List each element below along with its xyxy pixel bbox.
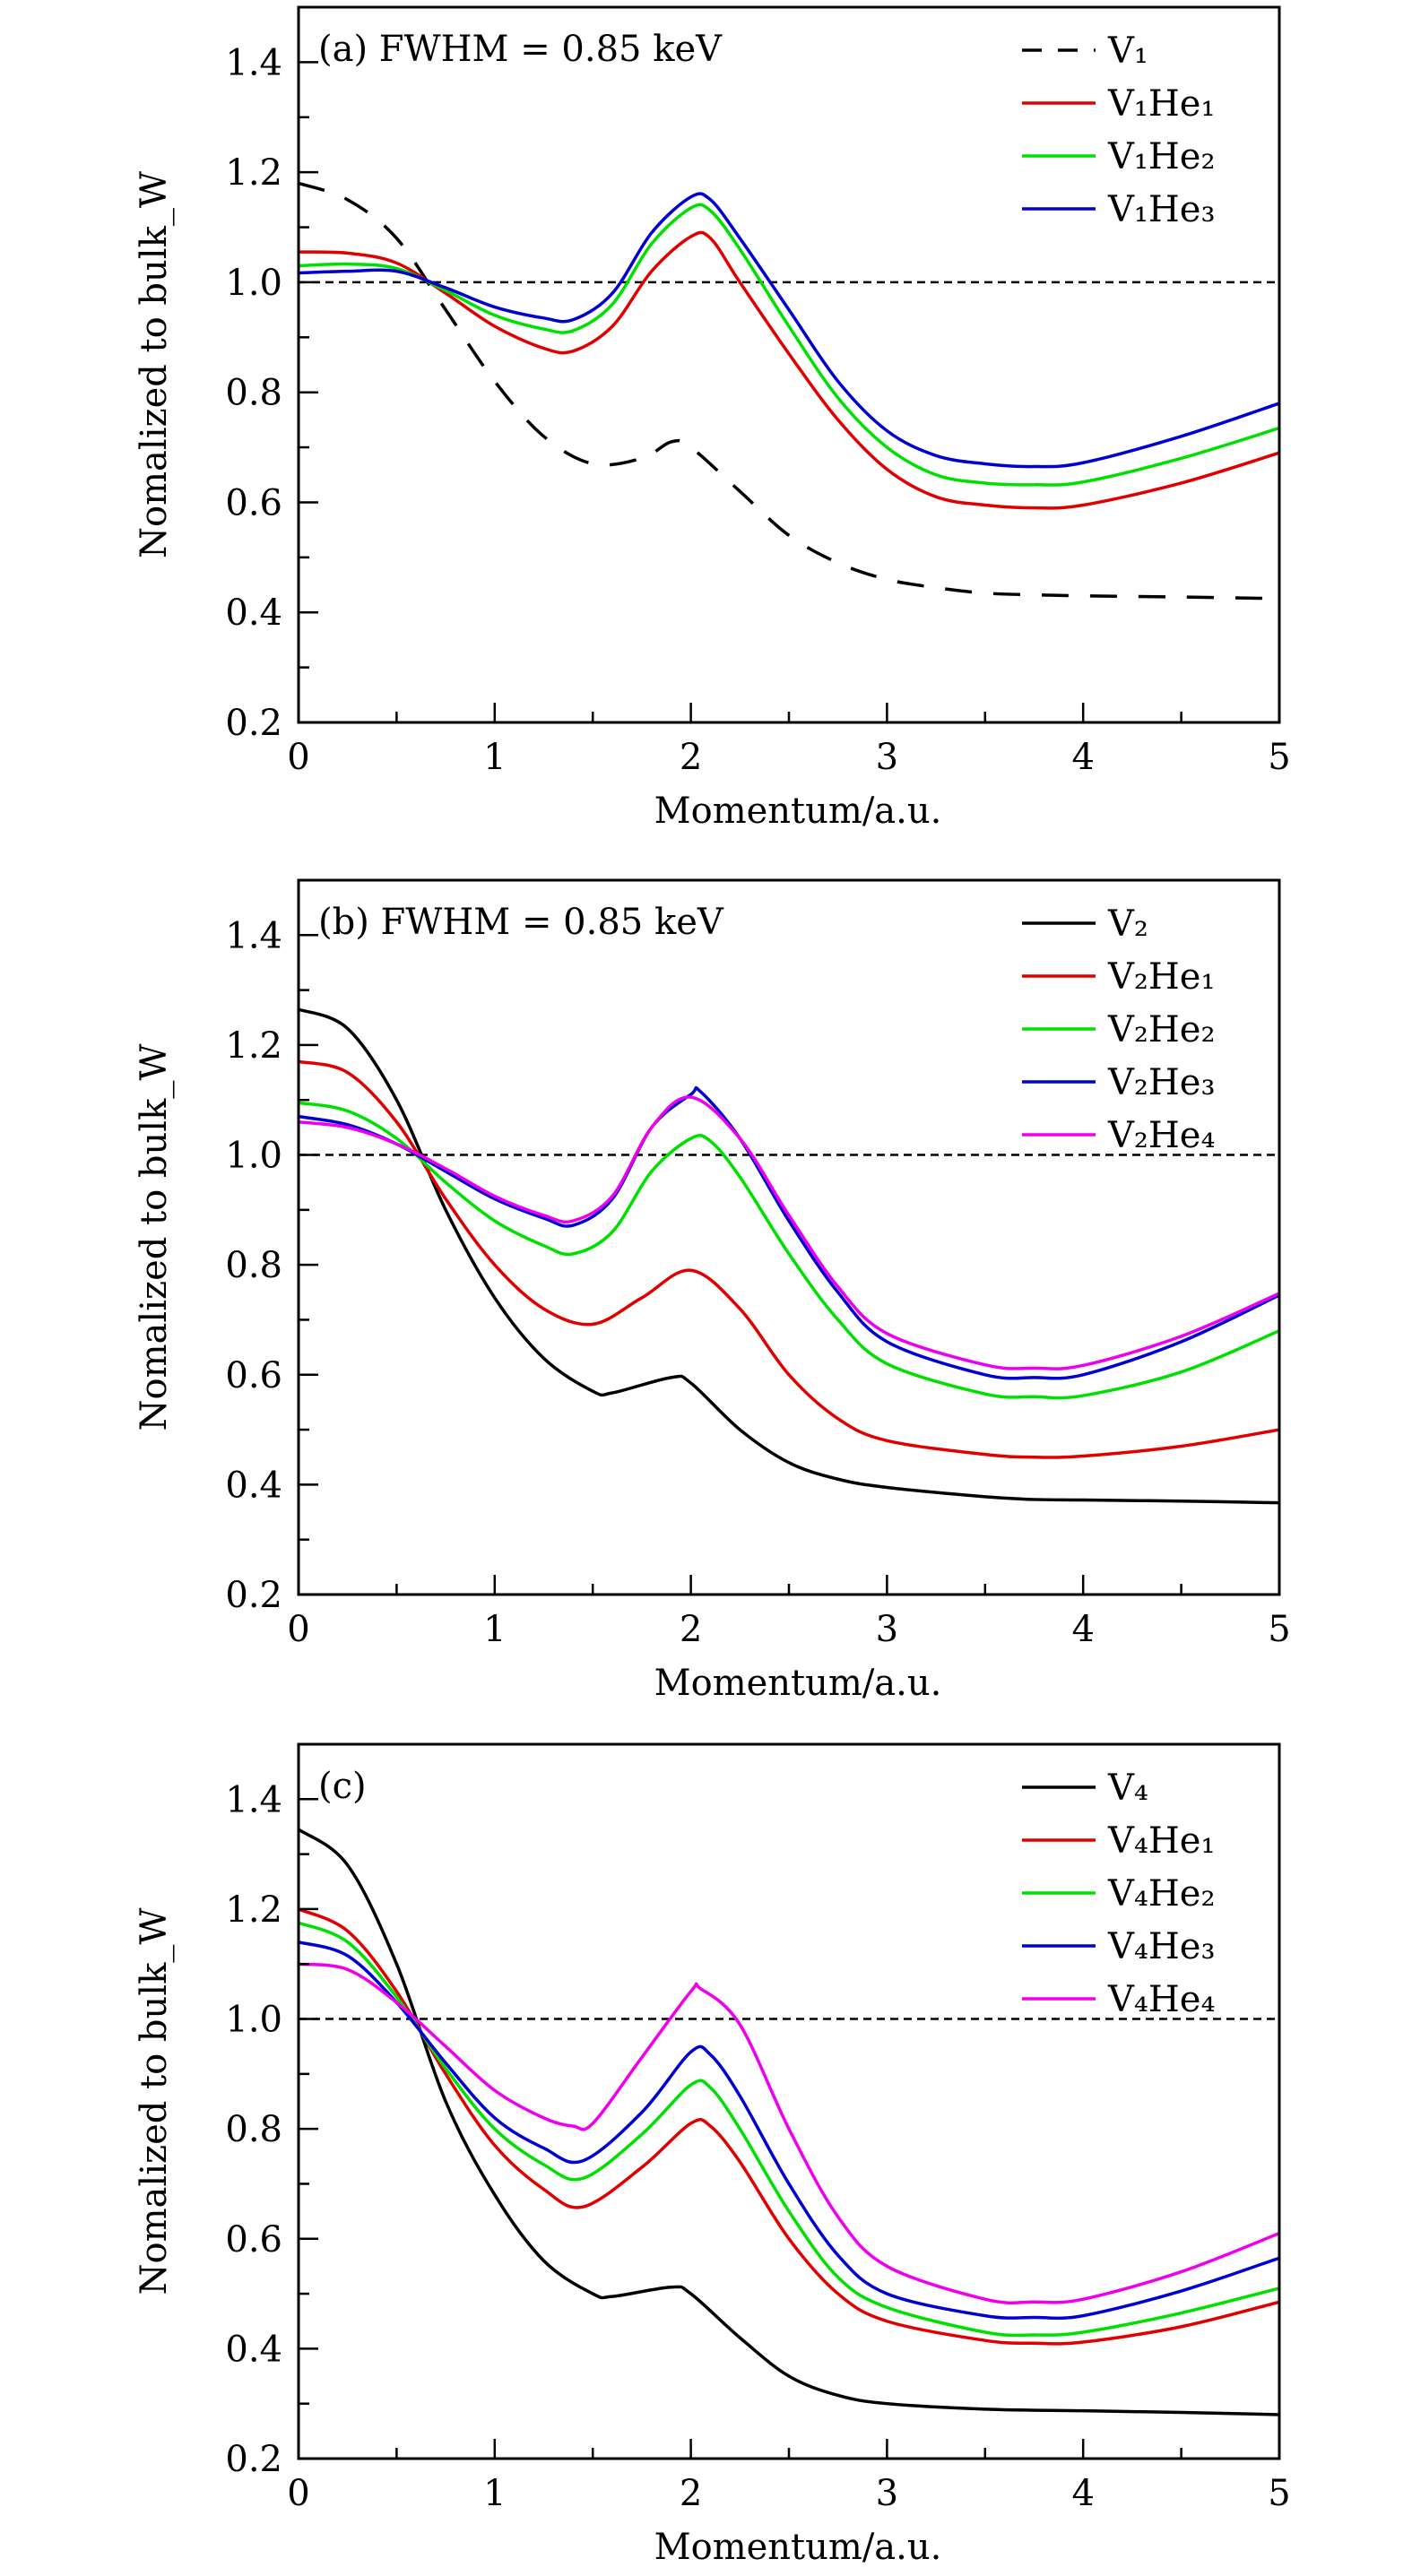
- x-tick-label: 1: [483, 737, 506, 778]
- x-tick-label: 1: [483, 1609, 506, 1650]
- x-tick-label: 5: [1268, 1609, 1290, 1650]
- series-line-V₂: [299, 1007, 1279, 1505]
- legend-label: V₂: [1107, 903, 1148, 945]
- legend-label: V₁He₂: [1107, 136, 1216, 177]
- y-tick-label: 1.4: [225, 1779, 282, 1820]
- x-tick-label: 1: [483, 2473, 506, 2514]
- y-tick-label: 0.2: [225, 1575, 282, 1616]
- series-line-V₄He₄: [299, 1962, 1279, 2304]
- series-line-V₄He₃: [299, 1941, 1279, 2321]
- y-tick-label: 0.2: [225, 703, 282, 744]
- y-tick-label: 0.8: [225, 2109, 282, 2150]
- legend-label: V₂He₂: [1107, 1009, 1216, 1050]
- x-tick-label: 4: [1071, 2473, 1094, 2514]
- legend-label: V₁He₁: [1107, 83, 1216, 125]
- x-tick-label: 0: [287, 737, 309, 778]
- series-line-V₄He₂: [299, 1921, 1279, 2338]
- series-line-V₁He₂: [299, 203, 1279, 487]
- legend-label: V₄He₃: [1107, 1926, 1216, 1967]
- series-line-V₄: [299, 1828, 1279, 2416]
- series-line-V₂He₂: [299, 1101, 1279, 1400]
- x-tick-label: 2: [680, 737, 702, 778]
- y-tick-label: 0.8: [225, 1245, 282, 1286]
- x-tick-label: 4: [1071, 1609, 1094, 1650]
- x-tick-label: 0: [287, 1609, 309, 1650]
- chart-panel-b: 0 1 2 3 4 5 0.2 0.4 0.6 0.8 1.0 1.2 1.4 Momentum/a.u.…: [134, 878, 1291, 1704]
- y-tick-label: 1.2: [225, 1025, 282, 1067]
- x-tick-label: 3: [876, 2473, 898, 2514]
- y-tick-label: 1.4: [225, 915, 282, 956]
- y-tick-label: 1.4: [225, 42, 282, 83]
- x-tick-label: 2: [680, 2473, 702, 2514]
- legend-label: V₄He₄: [1107, 1979, 1216, 2020]
- chart-panel-a: 0 1 2 3 4 5 0.2 0.4 0.6 0.8 1.0 1.2 1.4 Momentum/a.u.…: [134, 5, 1291, 832]
- x-tick-label: 0: [287, 2473, 309, 2514]
- y-tick-label: 1.2: [225, 1889, 282, 1931]
- legend-label: V₁: [1107, 30, 1148, 72]
- x-tick-label: 5: [1268, 737, 1290, 778]
- legend-label: V₁He₃: [1107, 189, 1216, 230]
- x-tick-label: 5: [1268, 2473, 1290, 2514]
- panel-annotation: (a) FWHM = 0.85 keV: [318, 29, 723, 70]
- legend-label: V₄He₁: [1107, 1820, 1216, 1862]
- legend-label: V₄: [1107, 1768, 1148, 1809]
- y-tick-label: 1.0: [225, 2000, 282, 2041]
- panel-annotation: (c): [318, 1766, 367, 1807]
- chart-panel-c: 0 1 2 3 4 5 0.2 0.4 0.6 0.8 1.0 1.2 1.4 Momentum/a.u.…: [134, 1742, 1291, 2568]
- series-line-V₂He₁: [299, 1059, 1279, 1459]
- series-line-V₁He₁: [299, 230, 1279, 510]
- legend-label: V₄He₂: [1107, 1873, 1216, 1915]
- y-tick-label: 0.8: [225, 373, 282, 414]
- y-tick-label: 0.4: [225, 592, 282, 634]
- y-axis-title: Nomalized to bulk_W: [134, 1908, 175, 2295]
- series-line-V₂He₃: [299, 1085, 1279, 1380]
- y-tick-label: 1.0: [225, 263, 282, 304]
- y-tick-label: 0.4: [225, 1465, 282, 1506]
- x-axis-title: Momentum/a.u.: [654, 2527, 942, 2568]
- y-tick-label: 0.6: [225, 2219, 282, 2260]
- panel-annotation: (b) FWHM = 0.85 keV: [318, 902, 724, 943]
- y-tick-label: 0.2: [225, 2439, 282, 2480]
- x-tick-label: 3: [876, 737, 898, 778]
- x-tick-label: 2: [680, 1609, 702, 1650]
- y-tick-label: 0.6: [225, 482, 282, 523]
- series-line-V₁He₃: [299, 192, 1279, 469]
- x-tick-label: 3: [876, 1609, 898, 1650]
- x-tick-label: 4: [1071, 737, 1094, 778]
- y-axis-title: Nomalized to bulk_W: [134, 1044, 175, 1431]
- y-tick-label: 0.6: [225, 1355, 282, 1396]
- x-axis-title: Momentum/a.u.: [654, 791, 942, 832]
- legend-label: V₂He₃: [1107, 1062, 1216, 1103]
- y-tick-label: 1.0: [225, 1136, 282, 1177]
- y-axis-title: Nomalized to bulk_W: [134, 171, 175, 558]
- legend-label: V₂He₁: [1107, 956, 1216, 998]
- series-line-V₄He₁: [299, 1907, 1279, 2346]
- series-line-V₂He₄: [299, 1095, 1279, 1370]
- x-axis-title: Momentum/a.u.: [654, 1663, 942, 1704]
- legend-label: V₂He₄: [1107, 1115, 1216, 1156]
- y-tick-label: 1.2: [225, 152, 282, 194]
- series-line-V₁: [299, 181, 1279, 601]
- y-tick-label: 0.4: [225, 2329, 282, 2370]
